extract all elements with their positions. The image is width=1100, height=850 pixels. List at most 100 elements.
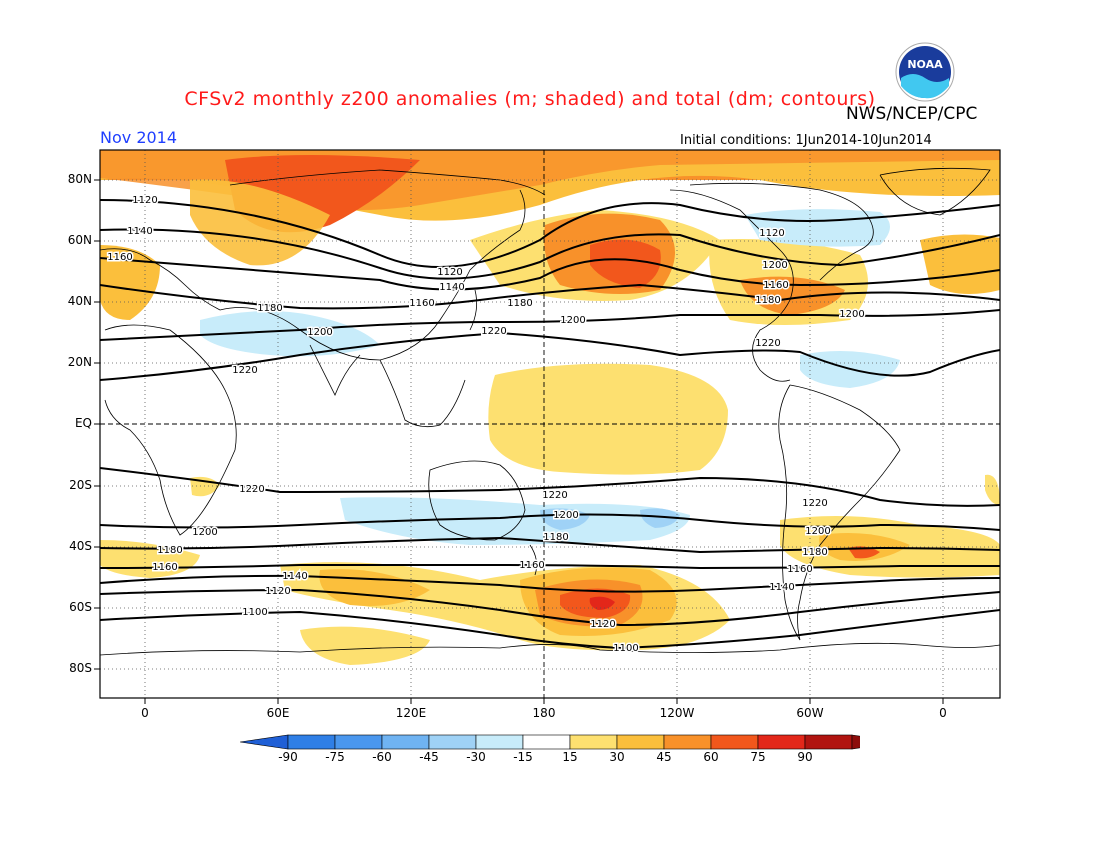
contour-label: 1120 [437, 267, 462, 278]
lon-label: 60E [266, 706, 290, 720]
contour-label: 1180 [507, 298, 532, 309]
contour-label: 1200 [192, 527, 217, 538]
anomaly-region [985, 474, 1000, 505]
contour-label: 1220 [755, 338, 780, 349]
colorbar-label: -15 [513, 750, 533, 764]
lon-label: 60W [796, 706, 824, 720]
contour-label: 1180 [543, 532, 568, 543]
contour-1220-sh [100, 467, 1000, 507]
anomaly-shading [100, 150, 1000, 665]
colorbar-cell [663, 734, 712, 750]
colorbar-cell [710, 734, 759, 750]
contour-label: 1180 [755, 295, 780, 306]
anomaly-region [740, 276, 845, 315]
contour-label: 1220 [542, 490, 567, 501]
anomaly-region [589, 596, 615, 610]
colorbar-label: -60 [372, 750, 392, 764]
lat-label: 40S [69, 539, 92, 553]
colorbar-label: 45 [656, 750, 672, 764]
lat-label: 20N [67, 355, 92, 369]
colorbar-label: 90 [797, 750, 813, 764]
contour-1180-sh [100, 536, 1000, 554]
colorbar-label: -45 [419, 750, 439, 764]
contour-1220-nh [100, 331, 1000, 381]
coast-eurasia-north [229, 169, 546, 196]
lon-label: 0 [939, 706, 947, 720]
contour-label: 1160 [519, 560, 544, 571]
contour-labels: 1120 1140 1160 1180 1200 1220 1120 1160 … [106, 194, 866, 656]
colorbar-cell [522, 734, 571, 750]
contour-1160-sh [100, 563, 1000, 570]
lon-label: 180 [532, 706, 556, 720]
contour-label: 1200 [762, 260, 787, 271]
coast-south-america [778, 384, 901, 641]
contour-label: 1200 [307, 327, 332, 338]
reference-lines [100, 150, 1000, 698]
agency-label: NWS/NCEP/CPC [846, 104, 978, 124]
anomaly-region [100, 245, 160, 320]
contour-label: 1160 [152, 562, 177, 573]
lon-label: 120E [395, 706, 427, 720]
colorbar [240, 734, 860, 750]
noaa-logo-icon: NOAA [895, 42, 955, 102]
contour-label: 1180 [157, 545, 182, 556]
anomaly-region [590, 239, 661, 288]
anomaly-region [200, 311, 380, 357]
logo-text: NOAA [907, 58, 943, 71]
contour-1100-sh [100, 609, 1000, 650]
colorbar-cell [287, 734, 336, 750]
colorbar-cell [569, 734, 618, 750]
contour-label: 1200 [839, 309, 864, 320]
colorbar-cell [475, 734, 524, 750]
contour-label: 1140 [439, 282, 464, 293]
lon-label: 120W [659, 706, 695, 720]
lat-label: 40N [67, 294, 92, 308]
contour-label: 1200 [553, 510, 578, 521]
colorbar-cell [757, 734, 806, 750]
anomaly-region [300, 626, 430, 665]
coast-greenland [879, 167, 991, 216]
contour-1140-nh [100, 228, 1000, 280]
contour-label: 1220 [232, 365, 257, 376]
coast-north-america [669, 189, 794, 382]
contour-label: 1160 [763, 280, 788, 291]
contour-label: 1120 [265, 586, 290, 597]
colorbar-label: -90 [278, 750, 298, 764]
colorbar-arrow-high [851, 734, 860, 750]
contour-label: 1200 [560, 315, 585, 326]
colorbar-label: -30 [466, 750, 486, 764]
chart-title: CFSv2 monthly z200 anomalies (m; shaded)… [184, 88, 876, 110]
coast-north-america-north [689, 182, 874, 281]
contour-label: 1100 [613, 643, 638, 654]
contour-label: 1160 [107, 252, 132, 263]
colorbar-cell [616, 734, 665, 750]
contour-1200-sh [100, 513, 1000, 531]
lat-label: 20S [69, 478, 92, 492]
lat-label: 60N [67, 233, 92, 247]
contour-label: 1180 [257, 303, 282, 314]
colorbar-arrow-low [240, 734, 289, 750]
coast-new-zealand [529, 544, 538, 576]
lat-label: EQ [74, 416, 92, 430]
colorbar-label: -75 [325, 750, 345, 764]
lat-label: 60S [69, 600, 92, 614]
contour-label: 1220 [239, 484, 264, 495]
lon-label: 0 [141, 706, 149, 720]
graticule [100, 150, 1000, 698]
contour-1120-sh [100, 588, 1000, 627]
contour-label: 1140 [127, 226, 152, 237]
contour-1200-nh [100, 309, 1000, 341]
anomaly-region [640, 508, 680, 528]
colorbar-cell [428, 734, 477, 750]
coast-antarctica [100, 642, 1000, 656]
contour-label: 1120 [759, 228, 784, 239]
height-contours [100, 199, 1000, 650]
colorbar-cell [334, 734, 383, 750]
forecast-month: Nov 2014 [100, 128, 178, 147]
anomaly-region [340, 497, 690, 545]
coast-australia [428, 460, 526, 541]
contour-label: 1220 [481, 326, 506, 337]
coast-africa [104, 324, 237, 536]
contour-label: 1180 [802, 547, 827, 558]
contour-label: 1200 [805, 526, 830, 537]
